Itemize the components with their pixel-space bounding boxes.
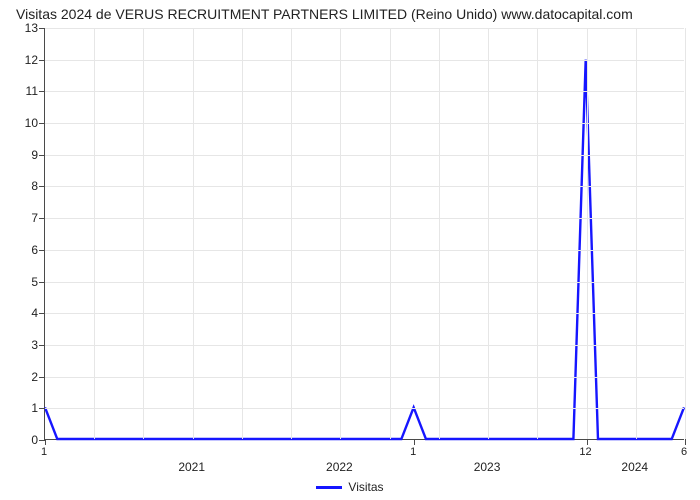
x-year-label: 2022 [326,460,353,474]
gridline-h [45,91,684,92]
y-tick-label: 5 [8,275,38,289]
x-tick-label: 12 [579,446,591,458]
y-tick [39,218,45,219]
gridline-h [45,218,684,219]
gridline-h [45,250,684,251]
x-tick-label: 6 [681,446,687,458]
gridline-v [291,28,292,439]
gridline-h [45,282,684,283]
gridline-h [45,377,684,378]
y-tick-label: 0 [8,433,38,447]
y-tick-label: 7 [8,211,38,225]
gridline-h [45,28,684,29]
y-tick [39,345,45,346]
y-tick [39,408,45,409]
x-year-label: 2024 [621,460,648,474]
x-tick [685,439,686,445]
x-tick-label: 1 [410,446,416,458]
y-tick-label: 11 [8,84,38,98]
gridline-v [587,28,588,439]
x-tick [587,439,588,445]
x-year-label: 2023 [474,460,501,474]
gridline-v [143,28,144,439]
y-tick-label: 13 [8,21,38,35]
y-tick-label: 4 [8,306,38,320]
y-tick [39,91,45,92]
gridline-h [45,186,684,187]
y-tick [39,60,45,61]
y-tick-label: 12 [8,53,38,67]
y-tick-label: 9 [8,148,38,162]
chart-title: Visitas 2024 de VERUS RECRUITMENT PARTNE… [16,6,633,22]
gridline-v [537,28,538,439]
legend: Visitas [0,480,700,494]
gridline-v [340,28,341,439]
gridline-h [45,60,684,61]
y-tick [39,186,45,187]
y-tick [39,123,45,124]
chart-container: Visitas 2024 de VERUS RECRUITMENT PARTNE… [0,0,700,500]
gridline-h [45,313,684,314]
y-tick-label: 1 [8,401,38,415]
gridline-v [242,28,243,439]
gridline-v [390,28,391,439]
legend-swatch [316,486,342,489]
gridline-v [488,28,489,439]
x-tick-label: 1 [41,446,47,458]
y-tick [39,282,45,283]
gridline-v [94,28,95,439]
y-tick [39,155,45,156]
gridline-h [45,345,684,346]
y-tick-label: 6 [8,243,38,257]
x-tick [414,439,415,445]
y-tick [39,28,45,29]
y-tick-label: 2 [8,370,38,384]
y-tick-label: 8 [8,179,38,193]
legend-label: Visitas [348,480,383,494]
y-tick [39,250,45,251]
y-tick [39,313,45,314]
plot-area [44,28,684,440]
gridline-v [439,28,440,439]
gridline-h [45,123,684,124]
gridline-h [45,408,684,409]
x-tick [45,439,46,445]
y-tick-label: 3 [8,338,38,352]
gridline-v [685,28,686,439]
x-year-label: 2021 [178,460,205,474]
y-tick [39,377,45,378]
gridline-h [45,155,684,156]
gridline-v [636,28,637,439]
y-tick-label: 10 [8,116,38,130]
gridline-v [193,28,194,439]
